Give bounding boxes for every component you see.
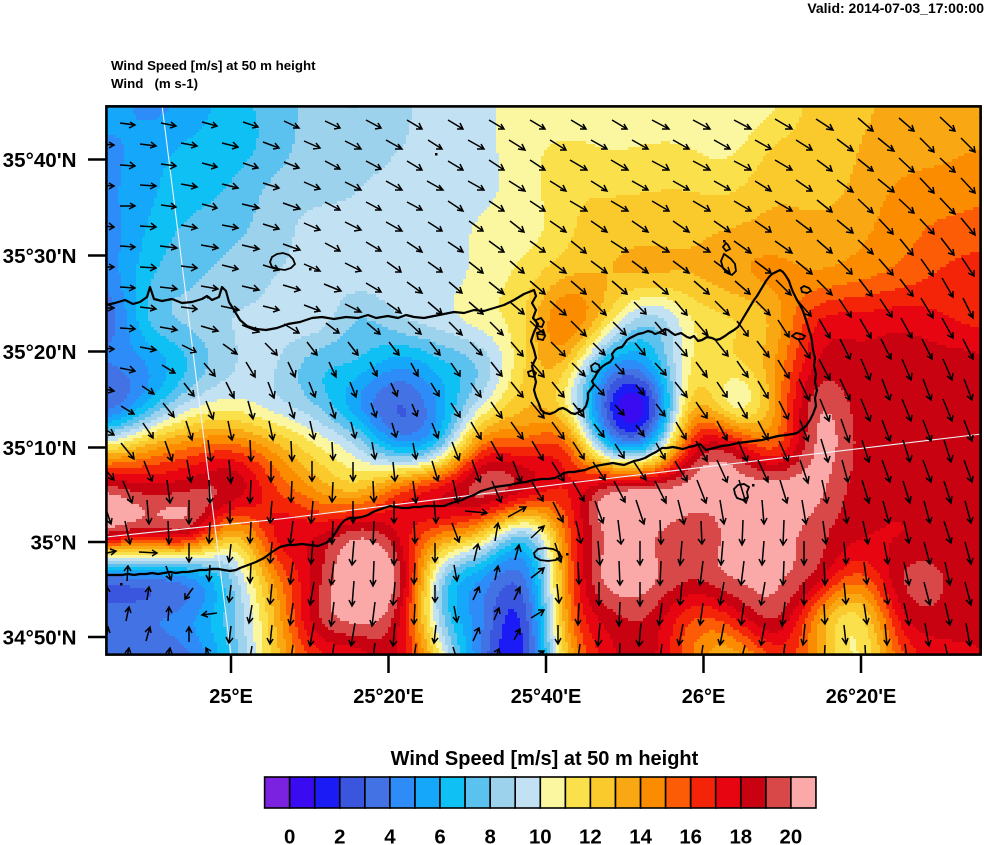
svg-text:25°20'E: 25°20'E [353,686,424,708]
svg-text:34°50'N: 34°50'N [3,627,77,650]
svg-text:35°10'N: 35°10'N [3,437,77,460]
svg-text:Wind Speed [m/s] at 50 m heigh: Wind Speed [m/s] at 50 m height [111,58,316,73]
svg-text:26°20'E: 26°20'E [826,686,897,708]
svg-text:18: 18 [729,827,752,845]
svg-text:25°E: 25°E [209,686,253,708]
svg-text:20: 20 [780,827,803,845]
svg-text:25°40'E: 25°40'E [511,686,582,708]
svg-text:14: 14 [629,827,652,845]
svg-text:10: 10 [529,827,552,845]
svg-text:16: 16 [679,827,702,845]
svg-text:35°20'N: 35°20'N [3,341,77,364]
svg-text:12: 12 [579,827,602,845]
svg-text:0: 0 [284,827,295,845]
svg-text:Wind (m s-1): Wind (m s-1) [111,76,198,91]
svg-text:35°30'N: 35°30'N [3,245,77,268]
svg-text:2: 2 [334,827,345,845]
svg-text:4: 4 [384,827,396,845]
svg-text:35°40'N: 35°40'N [3,149,77,172]
svg-text:6: 6 [434,827,445,845]
svg-text:35°N: 35°N [30,532,76,555]
svg-text:8: 8 [485,827,496,845]
svg-text:26°E: 26°E [682,686,726,708]
svg-text:Wind Speed [m/s] at 50 m heigh: Wind Speed [m/s] at 50 m height [391,748,699,770]
svg-text:Valid: 2014-07-03_17:00:00: Valid: 2014-07-03_17:00:00 [807,0,984,16]
